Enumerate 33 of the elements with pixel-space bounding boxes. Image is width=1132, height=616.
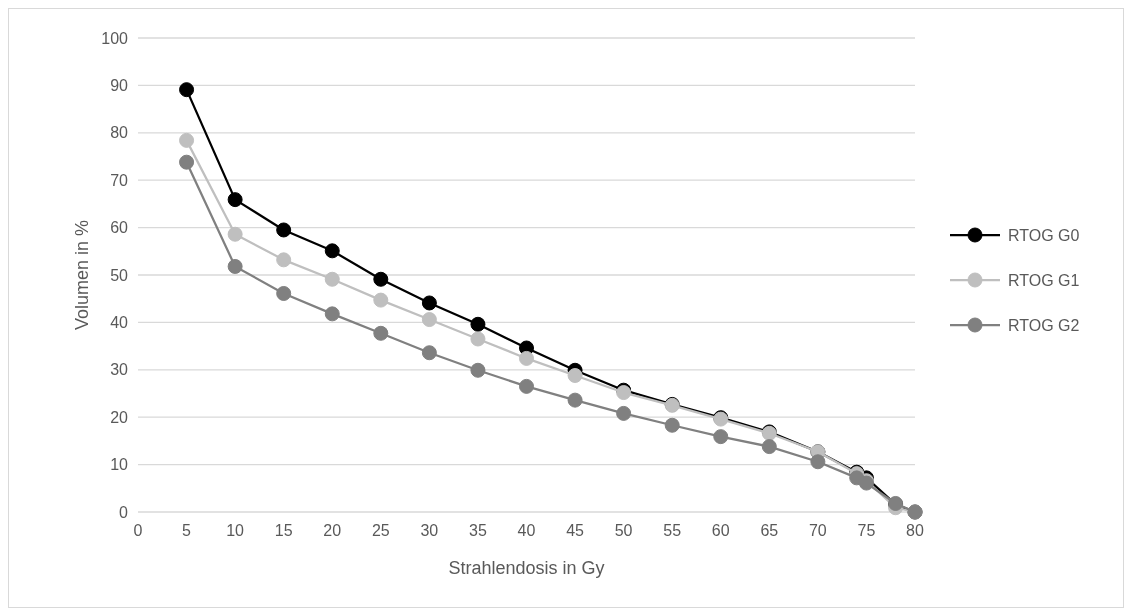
x-tick-label: 50 [614, 522, 633, 539]
x-axis-title: Strahlendosis in Gy [448, 558, 605, 578]
x-tick-label: 15 [274, 522, 293, 539]
x-tick-label: 0 [133, 522, 143, 539]
y-tick-label: 40 [110, 314, 129, 331]
x-tick-label: 10 [226, 522, 245, 539]
x-tick-label: 35 [469, 522, 487, 539]
y-tick-label: 60 [110, 219, 129, 237]
y-tick-label: 80 [110, 124, 129, 142]
y-axis-title: Volumen in % [72, 219, 92, 331]
x-tick-label: 30 [420, 522, 439, 539]
y-tick-label: 30 [110, 361, 129, 379]
x-tick-label: 60 [711, 522, 730, 539]
x-tick-label: 65 [760, 522, 779, 539]
y-tick-label: 20 [110, 408, 129, 426]
y-tick-label: 100 [101, 29, 129, 47]
x-tick-label: 75 [857, 522, 876, 539]
legend-label: RTOG G0 [1008, 226, 1080, 244]
x-tick-label: 20 [323, 522, 342, 539]
x-tick-label: 70 [808, 522, 827, 539]
x-tick-label: 25 [371, 522, 390, 539]
y-tick-label: 0 [119, 503, 129, 521]
x-tick-label: 55 [663, 522, 682, 539]
y-tick-label: 90 [110, 77, 129, 94]
x-tick-label: 80 [906, 522, 924, 539]
x-tick-label: 5 [182, 522, 192, 539]
y-tick-label: 10 [110, 456, 129, 474]
x-tick-label: 40 [517, 522, 536, 539]
y-tick-label: 50 [110, 266, 129, 284]
x-tick-label: 45 [566, 522, 585, 539]
legend-label: RTOG G2 [1008, 316, 1080, 334]
y-tick-label: 70 [110, 171, 129, 189]
legend-label: RTOG G1 [1008, 271, 1080, 289]
